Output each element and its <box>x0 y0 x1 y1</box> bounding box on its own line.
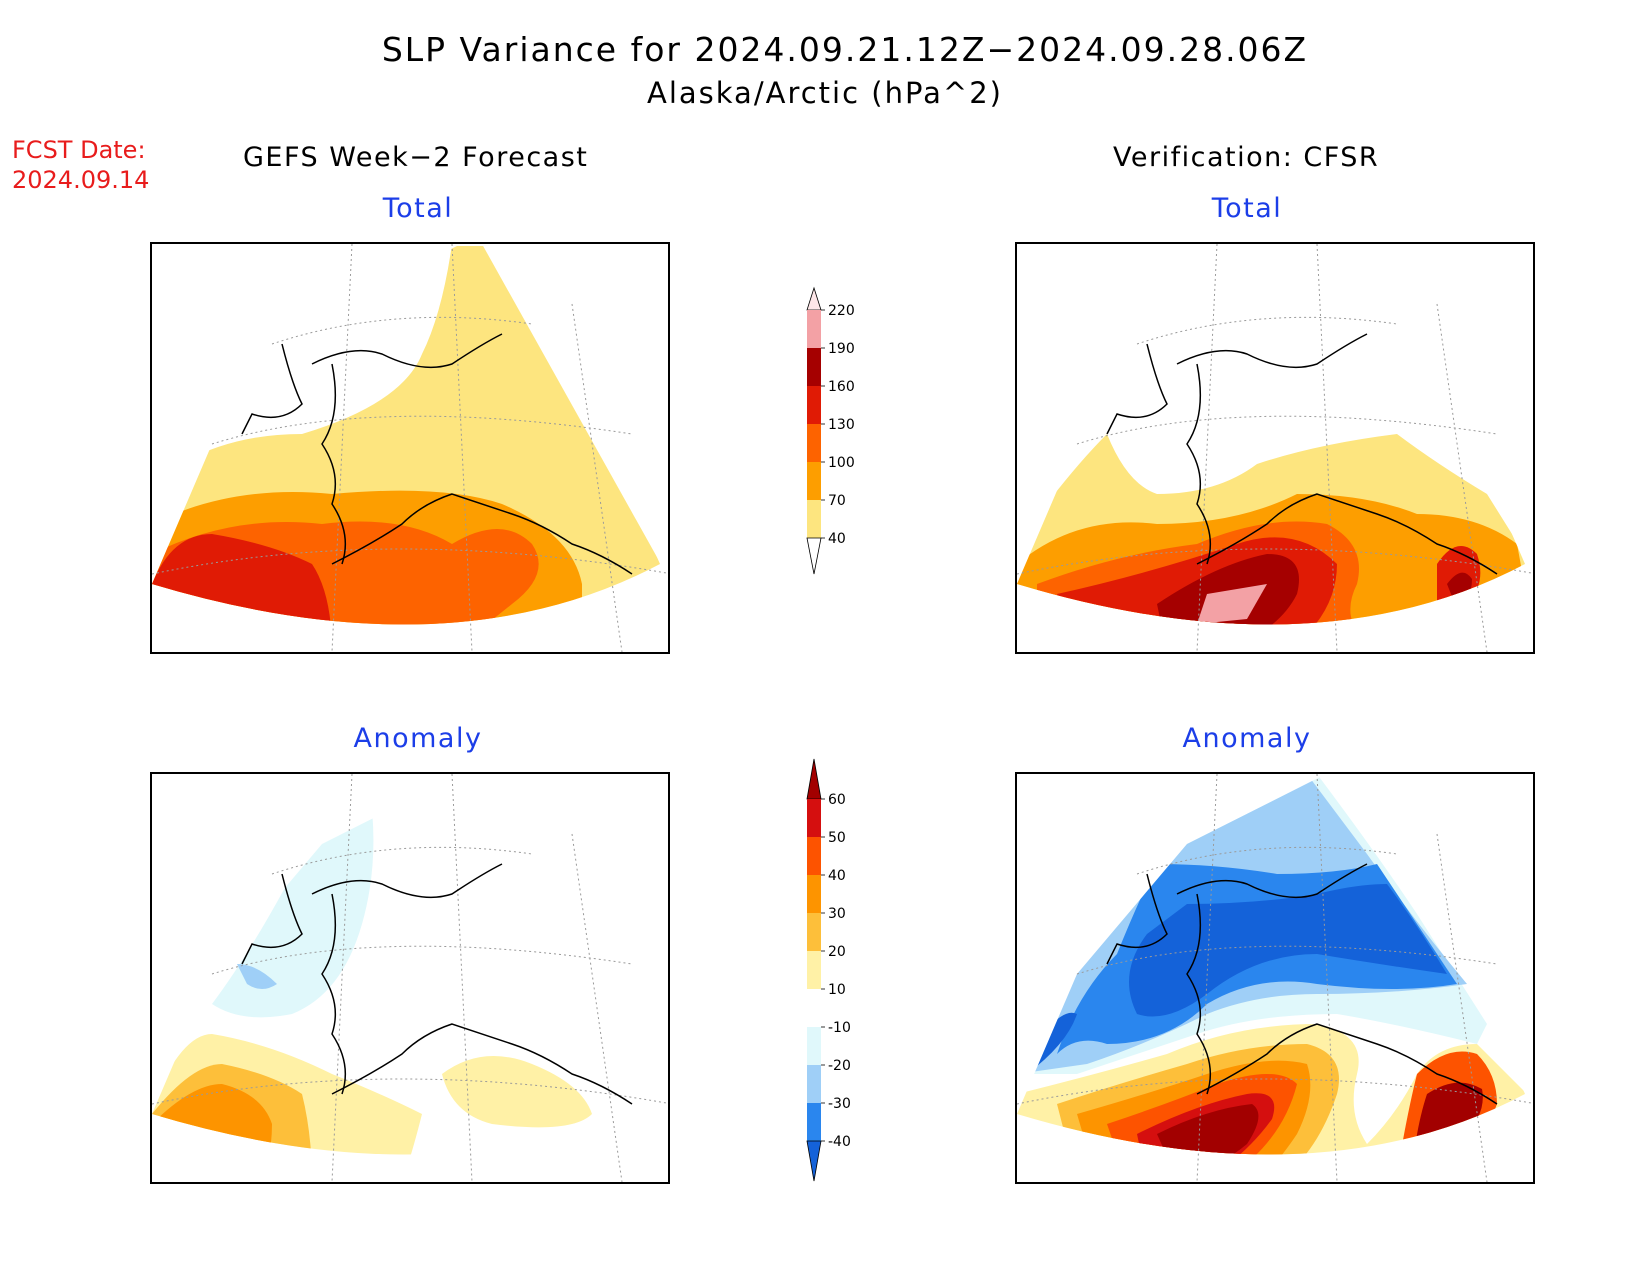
colorbar-end-bottom <box>806 537 822 575</box>
colorbar-tick-label: 160 <box>828 379 855 395</box>
forecast-anomaly-map <box>150 772 670 1184</box>
forecast-total-title: Total <box>382 193 454 224</box>
colorbar-tick-label: -40 <box>828 1134 851 1150</box>
forecast-column-title: GEFS Week−2 Forecast <box>243 142 589 173</box>
colorbar-box <box>807 989 821 1027</box>
colorbar-tick-label: 40 <box>828 531 846 547</box>
colorbar-box <box>807 875 821 913</box>
figure-title: SLP Variance for 2024.09.21.12Z−2024.09.… <box>381 30 1309 69</box>
colorbar-box <box>807 1027 821 1065</box>
verification-total-title: Total <box>1211 193 1283 224</box>
colorbar-box <box>807 310 821 348</box>
colorbar-box <box>807 424 821 462</box>
colorbar-tick-label: 20 <box>828 944 846 960</box>
colorbar-box <box>807 462 821 500</box>
colorbar-end-bottom <box>806 1140 822 1182</box>
colorbar-tick-label: 190 <box>828 341 855 357</box>
colorbar-box <box>807 1103 821 1141</box>
fcst-date-label: FCST Date: <box>12 136 146 164</box>
colorbar-tick-label: 220 <box>828 303 855 319</box>
colorbar-box <box>807 913 821 951</box>
fcst-date-value: 2024.09.14 <box>12 166 150 194</box>
colorbar-tick-label: 100 <box>828 455 855 471</box>
colorbar-box <box>807 799 821 837</box>
colorbar-tick-label: 30 <box>828 906 846 922</box>
verification-anomaly-map <box>1015 772 1535 1184</box>
colorbar-box <box>807 951 821 989</box>
colorbar-tick-label: 70 <box>828 493 846 509</box>
forecast-total-map <box>150 242 670 654</box>
figure-subtitle: Alaska/Arctic (hPa^2) <box>647 76 1003 110</box>
colorbar-tick-label: 10 <box>828 982 846 998</box>
verification-total-map <box>1015 242 1535 654</box>
colorbar-tick-label: 50 <box>828 830 846 846</box>
forecast-anomaly-title: Anomaly <box>353 723 483 754</box>
colorbar-box <box>807 837 821 875</box>
verification-anomaly-title: Anomaly <box>1182 723 1312 754</box>
colorbar-tick-label: 40 <box>828 868 846 884</box>
total-colorbar: 220 190 160 130 100 70 40 <box>806 286 855 575</box>
colorbar-box <box>807 1065 821 1103</box>
colorbar-tick-label: 130 <box>828 417 855 433</box>
colorbar-box <box>807 386 821 424</box>
colorbar-box <box>807 500 821 538</box>
verification-column-title: Verification: CFSR <box>1113 142 1380 173</box>
colorbar-tick-label: 60 <box>828 792 846 808</box>
colorbar-tick-label: -10 <box>828 1020 851 1036</box>
anomaly-colorbar: 60 50 40 30 20 10 -10 -20 -30 -40 <box>806 758 851 1182</box>
colorbar-tick-label: -30 <box>828 1096 851 1112</box>
colorbar-end-top <box>806 758 822 800</box>
colorbar-tick-label: -20 <box>828 1058 851 1074</box>
colorbar-box <box>807 348 821 386</box>
